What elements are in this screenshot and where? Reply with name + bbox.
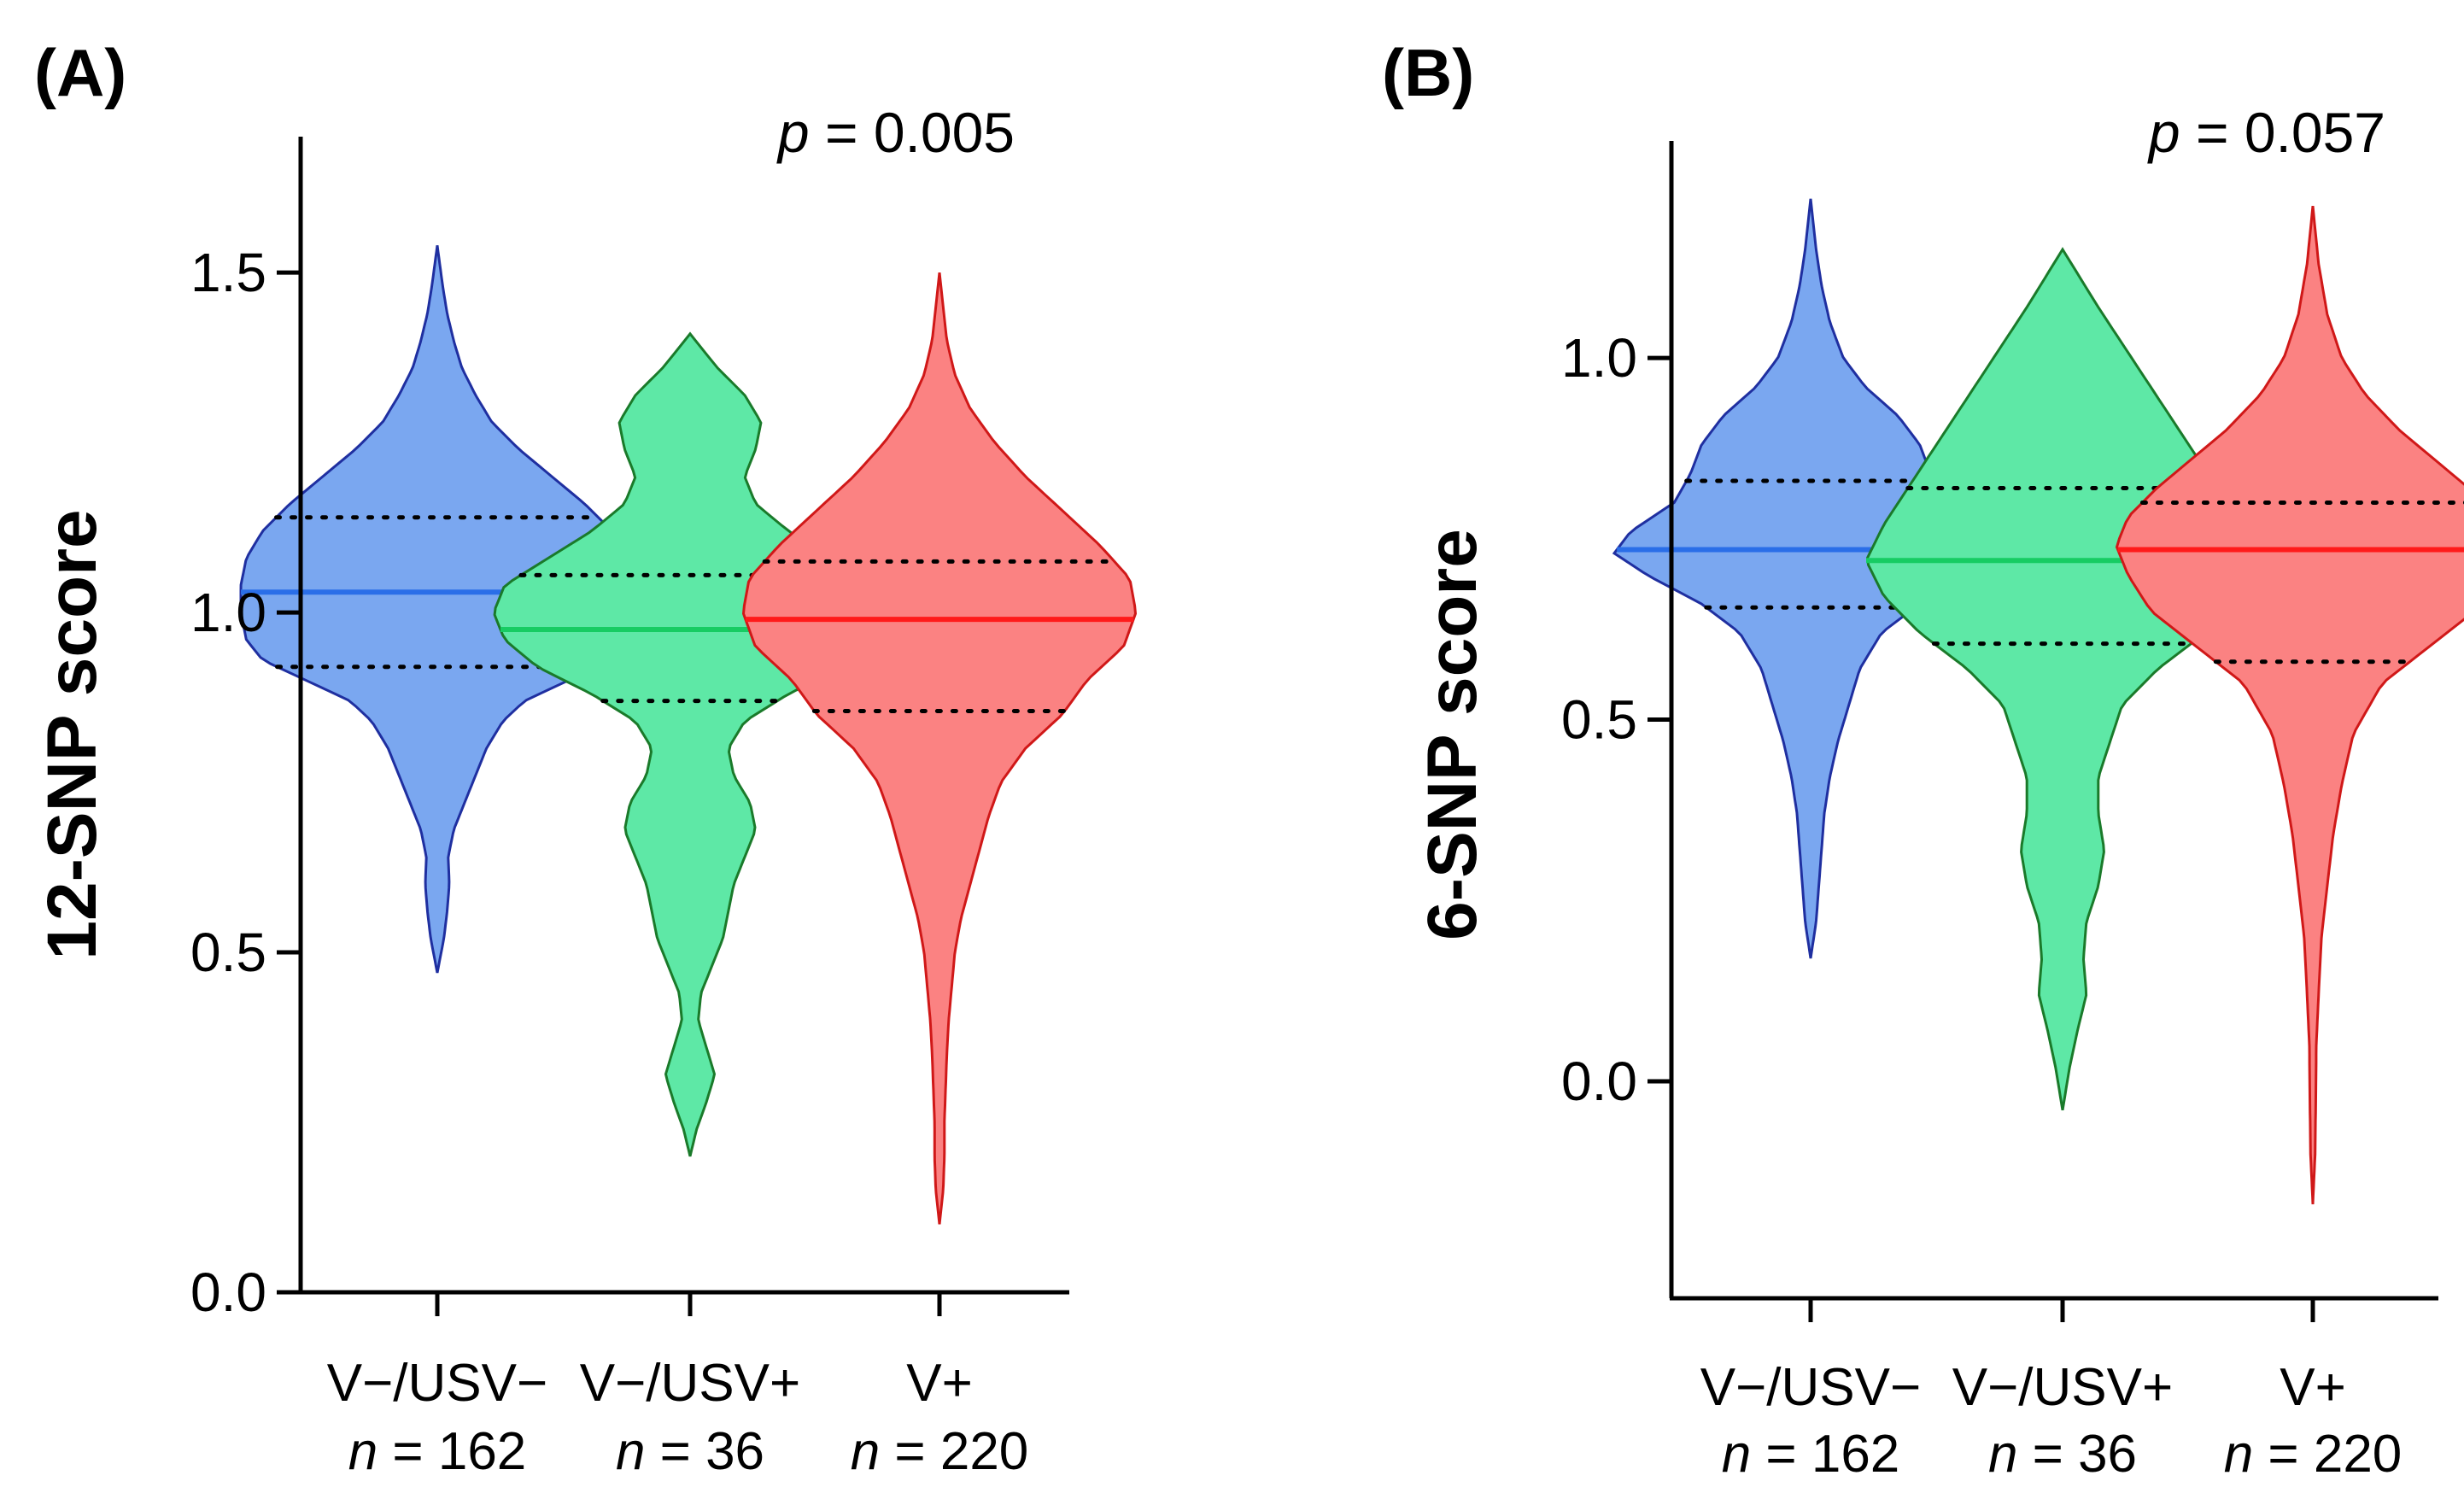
panel-b-y-axis-title: 6-SNP score [1413, 529, 1491, 940]
x-sample-size: n = 36 [1988, 1425, 2137, 1484]
x-tick-label: V+ [906, 1354, 973, 1413]
x-tick-label: V+ [2280, 1358, 2346, 1417]
panel-b-p-text: = 0.057 [2180, 101, 2385, 164]
panel-b-label: (B) [1382, 35, 1474, 110]
x-tick-label: V−/USV− [1700, 1358, 1921, 1417]
y-tick-label: 0.0 [1561, 1051, 1637, 1112]
x-sample-size: n = 220 [851, 1422, 1029, 1481]
panel-b-x-ticks: V−/USV− n = 162 V−/USV+ n = 36 V+ n = 220 [1700, 1298, 2403, 1484]
n-symbol: n [2224, 1425, 2253, 1484]
panel-a: (A) p = 0.005 12-SNP score 0.00.51.01.5 … [33, 35, 1138, 1481]
y-tick-label: 0.5 [190, 922, 266, 983]
n-symbol: n [616, 1422, 645, 1481]
n-symbol: n [1722, 1425, 1751, 1484]
n-value: = 36 [645, 1422, 764, 1481]
panel-a-y-ticks: 0.0 0.5 1.0 1.5 [190, 242, 301, 1323]
n-value: = 162 [1751, 1425, 1899, 1484]
y-tick-label: 1.5 [190, 242, 266, 303]
x-sample-size: n = 220 [2224, 1425, 2403, 1484]
n-value: = 36 [2017, 1425, 2137, 1484]
y-tick-label: 1.0 [1561, 327, 1637, 389]
panel-a-p-text: = 0.005 [810, 101, 1015, 164]
violin-body [741, 272, 1138, 1225]
panel-b-p-value: p = 0.057 [2147, 101, 2385, 164]
n-symbol: n [348, 1422, 378, 1481]
n-symbol: n [851, 1422, 880, 1481]
n-value: = 162 [378, 1422, 526, 1481]
panel-a-p-symbol: p [776, 101, 810, 164]
panel-b-p-symbol: p [2147, 101, 2180, 164]
violin-body [493, 331, 887, 1157]
panel-b: (B) p = 0.057 6-SNP score 0.0 0.5 1.0 V−/U… [1382, 35, 2464, 1484]
panel-a-x-ticks: V−/USV− n = 162 V−/USV+ n = 36 V+ n = 220 [327, 1292, 1029, 1481]
x-sample-size: n = 162 [348, 1422, 527, 1481]
x-sample-size: n = 162 [1722, 1425, 1900, 1484]
panel-a-y-axis-title: 12-SNP score [33, 509, 111, 959]
n-value: = 220 [880, 1422, 1028, 1481]
panel-a-label: (A) [34, 35, 126, 110]
n-symbol: n [1988, 1425, 2017, 1484]
x-sample-size: n = 36 [616, 1422, 764, 1481]
panel-b-y-ticks: 0.0 0.5 1.0 [1561, 327, 1671, 1112]
violin-body [239, 245, 635, 974]
x-tick-label: V−/USV+ [1952, 1358, 2173, 1417]
y-tick-label: 0.0 [190, 1262, 266, 1323]
violin-body [2115, 206, 2464, 1204]
y-tick-label: 1.0 [190, 582, 266, 643]
x-tick-label: V−/USV+ [580, 1354, 800, 1413]
panel-a-p-value: p = 0.005 [776, 101, 1015, 164]
panel-a-violins [239, 245, 1138, 1225]
y-tick-label: 0.5 [1561, 689, 1637, 751]
panel-b-violins [1612, 198, 2464, 1204]
n-value: = 220 [2253, 1425, 2402, 1484]
x-tick-label: V−/USV− [327, 1354, 547, 1413]
violin-body [1612, 198, 2010, 959]
violin-body [1865, 247, 2260, 1111]
